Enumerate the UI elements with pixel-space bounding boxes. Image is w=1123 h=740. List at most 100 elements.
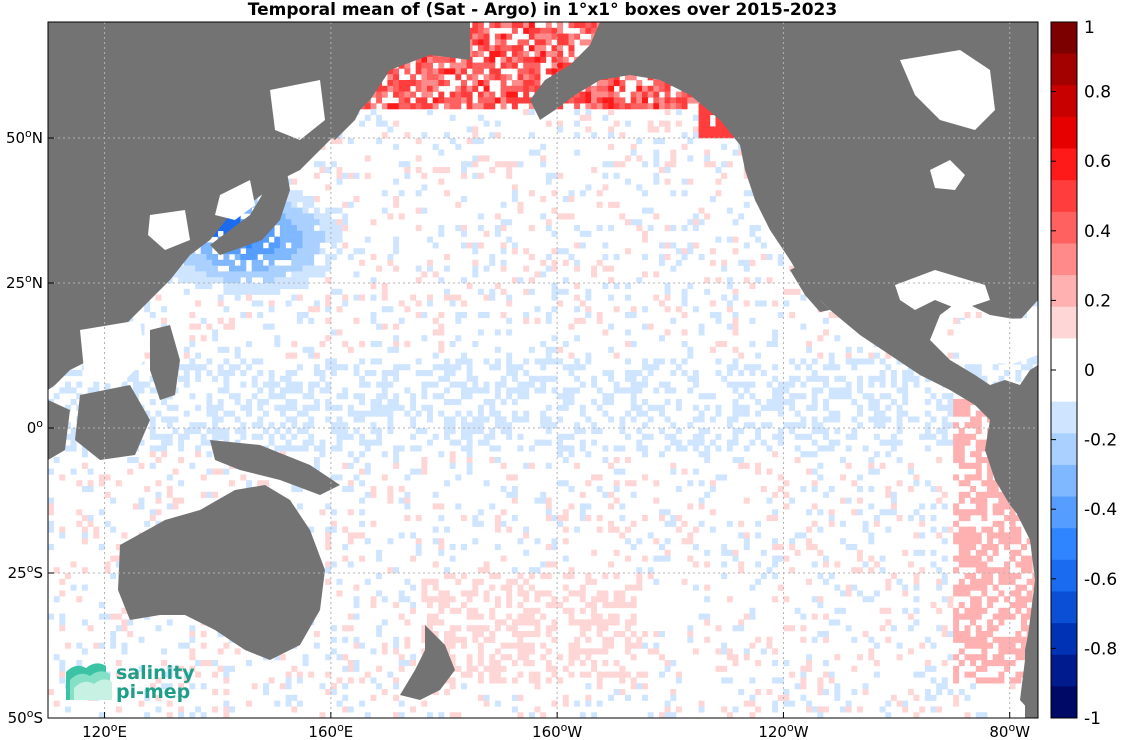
- data-cell: [879, 422, 886, 429]
- data-cell: [738, 462, 745, 469]
- data-cell: [664, 103, 671, 110]
- data-cell: [766, 567, 773, 574]
- data-cell: [98, 474, 105, 481]
- data-cell: [393, 399, 400, 406]
- data-cell: [545, 416, 552, 423]
- data-cell: [647, 323, 654, 330]
- data-cell: [421, 457, 428, 464]
- data-cell: [81, 526, 88, 533]
- data-cell: [415, 207, 422, 214]
- data-cell: [195, 283, 202, 290]
- data-cell: [823, 399, 829, 406]
- data-cell: [981, 526, 988, 533]
- data-cell: [506, 526, 513, 533]
- data-cell: [149, 451, 156, 458]
- data-cell: [138, 387, 145, 394]
- data-cell: [704, 114, 711, 121]
- data-cell: [596, 312, 603, 319]
- data-cell: [506, 33, 513, 40]
- data-cell: [421, 393, 428, 400]
- data-cell: [998, 491, 1005, 498]
- data-cell: [981, 549, 988, 556]
- data-cell: [155, 491, 162, 498]
- data-cell: [625, 433, 631, 440]
- data-cell: [200, 491, 207, 498]
- data-cell: [868, 404, 875, 411]
- data-cell: [659, 120, 665, 127]
- data-cell: [353, 172, 360, 179]
- data-cell: [455, 91, 462, 98]
- data-cell: [647, 85, 654, 92]
- data-cell: [347, 509, 354, 516]
- data-cell: [936, 428, 943, 435]
- data-cell: [687, 248, 694, 255]
- data-cell: [647, 370, 654, 377]
- data-cell: [1032, 300, 1038, 307]
- data-cell: [472, 265, 479, 272]
- data-cell: [246, 294, 252, 301]
- data-cell: [444, 422, 450, 429]
- data-cell: [330, 230, 337, 237]
- data-cell: [794, 445, 801, 452]
- data-cell: [444, 190, 450, 197]
- data-cell: [732, 358, 739, 365]
- data-cell: [670, 190, 677, 197]
- data-cell: [568, 323, 575, 330]
- data-cell: [523, 578, 530, 585]
- data-cell: [681, 578, 688, 585]
- data-cell: [930, 526, 937, 533]
- data-cell: [630, 520, 637, 527]
- data-cell: [523, 416, 530, 423]
- data-cell: [630, 393, 637, 400]
- data-cell: [291, 242, 298, 249]
- data-cell: [246, 283, 252, 290]
- data-cell: [132, 381, 139, 388]
- data-cell: [608, 265, 615, 272]
- data-cell: [591, 167, 598, 174]
- data-cell: [268, 254, 275, 261]
- data-cell: [981, 439, 988, 446]
- data-cell: [562, 62, 569, 69]
- data-cell: [664, 387, 671, 394]
- data-cell: [528, 22, 535, 29]
- data-cell: [585, 126, 592, 133]
- data-cell: [613, 352, 620, 359]
- data-cell: [200, 335, 207, 342]
- data-cell: [217, 317, 224, 324]
- data-cell: [602, 491, 609, 498]
- data-cell: [851, 364, 858, 371]
- data-cell: [574, 132, 581, 139]
- data-cell: [941, 526, 948, 533]
- data-cell: [279, 422, 286, 429]
- data-cell: [500, 381, 507, 388]
- data-cell: [698, 439, 705, 446]
- data-cell: [608, 126, 615, 133]
- data-cell: [268, 288, 275, 295]
- data-cell: [625, 294, 631, 301]
- data-cell: [811, 486, 818, 493]
- data-cell: [715, 126, 722, 133]
- data-cell: [919, 515, 926, 522]
- data-cell: [240, 283, 247, 290]
- data-cell: [964, 555, 971, 562]
- data-cell: [455, 103, 462, 110]
- data-cell: [783, 503, 790, 510]
- data-cell: [449, 416, 456, 423]
- data-cell: [212, 271, 219, 278]
- data-cell: [636, 404, 643, 411]
- data-cell: [325, 294, 332, 301]
- data-cell: [263, 399, 269, 406]
- data-cell: [393, 201, 400, 208]
- data-cell: [506, 167, 513, 174]
- data-cell: [743, 259, 750, 266]
- data-cell: [738, 520, 745, 527]
- data-cell: [941, 573, 948, 580]
- data-cell: [557, 51, 564, 58]
- data-cell: [1009, 555, 1016, 562]
- data-cell: [772, 509, 779, 516]
- data-cell: [444, 387, 450, 394]
- data-cell: [308, 387, 315, 394]
- data-cell: [494, 422, 501, 429]
- data-cell: [410, 80, 417, 87]
- data-cell: [642, 433, 648, 440]
